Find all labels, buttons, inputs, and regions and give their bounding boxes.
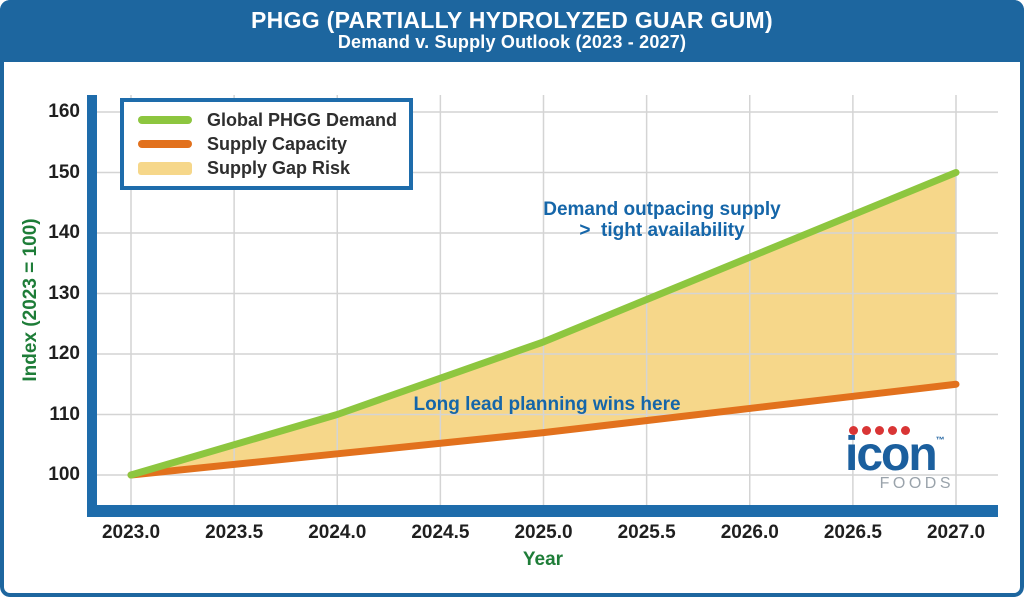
x-axis-title: Year [522,549,564,570]
chart-area: 100 110 120 130 140 150 160 2023.0 2023.5 2024.0… [0,62,1024,597]
logo-dot [875,426,884,435]
x-axis-spine [87,505,998,517]
annotation-line: Long lead planning wins here [413,394,681,415]
y-tick-label: 160 [48,101,80,122]
gap-fill-swatch-icon [138,161,192,175]
chart-subtitle: Demand v. Supply Outlook (2023 - 2027) [337,32,687,53]
logo-foods-text: FOODS [879,475,954,493]
logo-dot [849,426,858,435]
y-tick-label: 120 [48,343,80,364]
annotation-line: Demand outpacing supply [543,199,781,220]
logo-dot [901,426,910,435]
y-axis-title: Index (2023 = 100) [20,218,41,382]
logo-dots-icon [849,426,955,435]
chart-header-banner: PHGG (PARTIALLY HYDROLYZED GUAR GUM) Dem… [0,0,1024,62]
legend-item-demand: Global PHGG Demand [138,108,409,132]
x-tick-label: 2024.5 [411,522,470,543]
y-tick-label: 140 [48,222,80,243]
annotation-demand-outpacing: Demand outpacing supply > tight availabi… [543,199,781,242]
annotation-line: > tight availability [579,219,745,241]
legend-item-gap: Supply Gap Risk [138,156,409,180]
x-tick-label: 2025.0 [514,522,573,543]
logo-wordmark: icon [845,428,938,481]
y-tick-label: 110 [49,403,80,425]
legend-item-supply: Supply Capacity [138,132,409,156]
chart-title: PHGG (PARTIALLY HYDROLYZED GUAR GUM) [251,7,773,33]
icon-foods-logo: icon ™ FOODS [845,426,955,493]
annotation-long-lead: Long lead planning wins here [413,394,681,416]
x-tick-label: 2026.0 [720,522,779,543]
x-tick-label: 2026.5 [823,522,882,543]
plot-canvas [87,95,998,517]
legend-label-supply: Supply Capacity [207,133,348,154]
x-tick-label: 2027.0 [926,522,986,543]
legend-label-gap: Supply Gap Risk [207,157,351,178]
demand-line [127,169,960,479]
x-tick-label: 2025.5 [617,522,676,543]
trademark-symbol: ™ [935,435,945,445]
y-axis-spine [87,95,97,517]
x-tick-label: 2023.0 [101,522,161,543]
y-tick-label: 100 [48,464,80,485]
y-tick-label: 130 [48,282,80,304]
supply-line-swatch-icon [138,140,192,148]
x-tick-label: 2024.0 [308,522,367,543]
y-tick-label: 150 [48,161,80,183]
logo-dot [862,426,871,435]
demand-line-swatch-icon [138,116,192,124]
supply-capacity-line [127,380,960,479]
logo-word-row: icon ™ [845,428,955,481]
x-tick-label: 2023.5 [205,522,264,543]
gridlines [97,95,998,505]
legend-box: Global PHGG Demand Supply Capacity Suppl… [120,98,413,190]
legend-label-demand: Global PHGG Demand [207,109,398,130]
logo-dot [888,426,897,435]
